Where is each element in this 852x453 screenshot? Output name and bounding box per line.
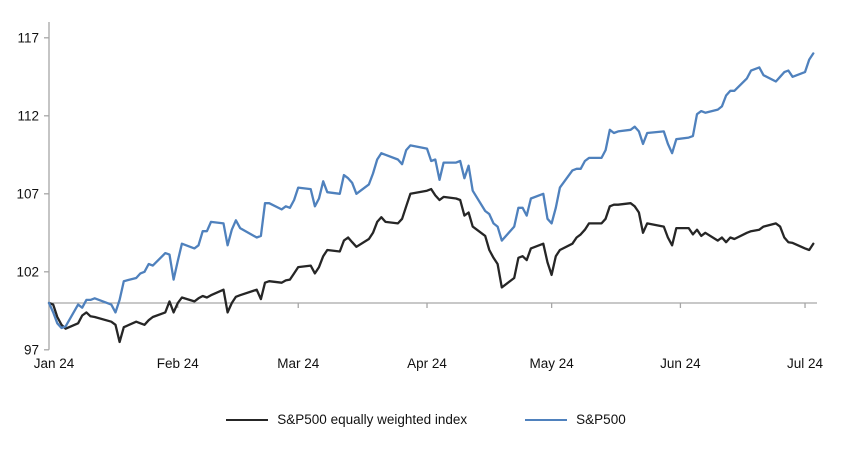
- sp500-line: [47, 52, 815, 330]
- y-tick-label: 117: [17, 30, 39, 45]
- x-tick-label: May 24: [529, 356, 574, 371]
- x-tick-label: Feb 24: [157, 356, 200, 371]
- price-chart: 97 102 107 112 117 Jan 24 Feb 24 Mar 24 Apr 24 Ma…: [16, 22, 824, 371]
- x-tick-label: Jul 24: [787, 356, 824, 371]
- x-tick-label: Apr 24: [407, 356, 447, 371]
- legend-item-sp500: S&P500: [525, 412, 626, 427]
- legend-swatch-sp500-line: [525, 418, 568, 421]
- x-tick-label: Jan 24: [34, 356, 75, 371]
- legend-label-equal-weight: S&P500 equally weighted index: [277, 412, 468, 427]
- y-tick-label: 112: [17, 108, 39, 123]
- y-tick-label: 97: [24, 342, 39, 357]
- legend-label-sp500: S&P500: [576, 412, 626, 427]
- legend: S&P500 equally weighted index S&P500: [0, 412, 852, 427]
- legend-swatch-equal-weight-line: [226, 418, 269, 421]
- x-tick-label: Mar 24: [277, 356, 320, 371]
- x-tick-label: Jun 24: [660, 356, 701, 371]
- legend-item-equal-weight: S&P500 equally weighted index: [226, 412, 467, 427]
- sp500-equal-weight-line: [47, 187, 815, 344]
- y-tick-label: 102: [16, 264, 39, 279]
- y-tick-label: 107: [16, 186, 39, 201]
